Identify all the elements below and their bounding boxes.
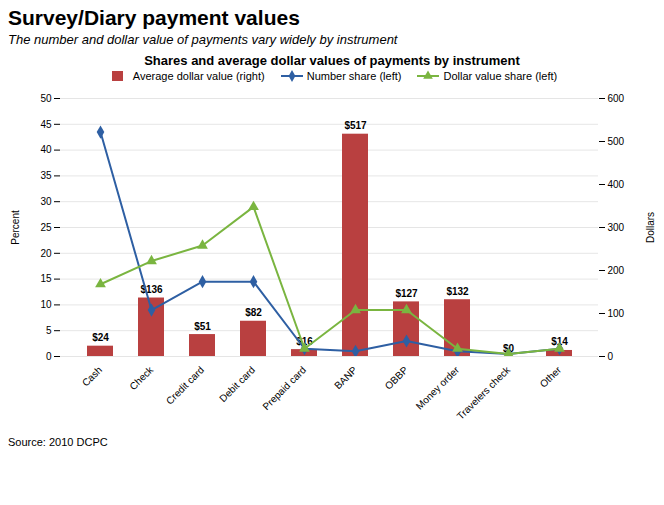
svg-text:35: 35 [40, 170, 52, 181]
svg-text:100: 100 [608, 308, 625, 319]
svg-text:Money order: Money order [414, 364, 462, 412]
svg-text:600: 600 [608, 93, 625, 104]
svg-text:$127: $127 [395, 288, 418, 299]
svg-text:OBBP: OBBP [383, 364, 411, 392]
svg-text:$136: $136 [140, 284, 163, 295]
html-text:Survey/Diary payment values: Survey/Diary payment values [8, 6, 300, 29]
svg-text:50: 50 [40, 93, 52, 104]
svg-text:0: 0 [46, 351, 52, 362]
html-text:Dollar value share (left): Dollar value share (left) [443, 70, 558, 82]
svg-text:10: 10 [40, 299, 52, 310]
svg-text:$517: $517 [344, 120, 367, 131]
svg-text:$24: $24 [92, 332, 109, 343]
svg-text:Prepaid card: Prepaid card [260, 364, 308, 412]
svg-text:Check: Check [127, 364, 156, 393]
svg-text:Cash: Cash [80, 364, 104, 388]
svg-text:0: 0 [608, 351, 614, 362]
svg-text:30: 30 [40, 196, 52, 207]
html-text:Number share (left): Number share (left) [306, 70, 402, 82]
html-text:Average dollar value (right): Average dollar value (right) [132, 70, 265, 82]
svg-text:Other: Other [538, 364, 564, 390]
svg-text:200: 200 [608, 265, 625, 276]
svg-text:BANP: BANP [332, 364, 359, 391]
svg-text:25: 25 [40, 222, 52, 233]
svg-text:Credit card: Credit card [164, 364, 206, 406]
svg-text:40: 40 [40, 144, 52, 155]
svg-text:5: 5 [46, 325, 52, 336]
html-text:Shares and average dollar valu: Shares and average dollar values of paym… [144, 53, 520, 68]
svg-text:Travelers check: Travelers check [455, 364, 513, 422]
svg-text:45: 45 [40, 119, 52, 130]
svg-text:400: 400 [608, 179, 625, 190]
svg-text:$51: $51 [194, 321, 211, 332]
html-text:Source: 2010 DCPC: Source: 2010 DCPC [8, 436, 108, 448]
svg-text:Dollars: Dollars [645, 212, 656, 243]
svg-text:Percent: Percent [10, 210, 21, 245]
svg-text:$132: $132 [446, 286, 469, 297]
svg-text:15: 15 [40, 273, 52, 284]
svg-text:$14: $14 [551, 336, 568, 348]
svg-text:$82: $82 [245, 307, 262, 318]
svg-text:Debit card: Debit card [217, 364, 257, 404]
html-text:The number and dollar value of: The number and dollar value of payments … [8, 32, 398, 47]
svg-text:500: 500 [608, 136, 625, 147]
svg-text:20: 20 [40, 248, 52, 259]
svg-text:$16: $16 [296, 335, 313, 347]
svg-text:$0: $0 [502, 342, 515, 354]
svg-text:300: 300 [608, 222, 625, 233]
